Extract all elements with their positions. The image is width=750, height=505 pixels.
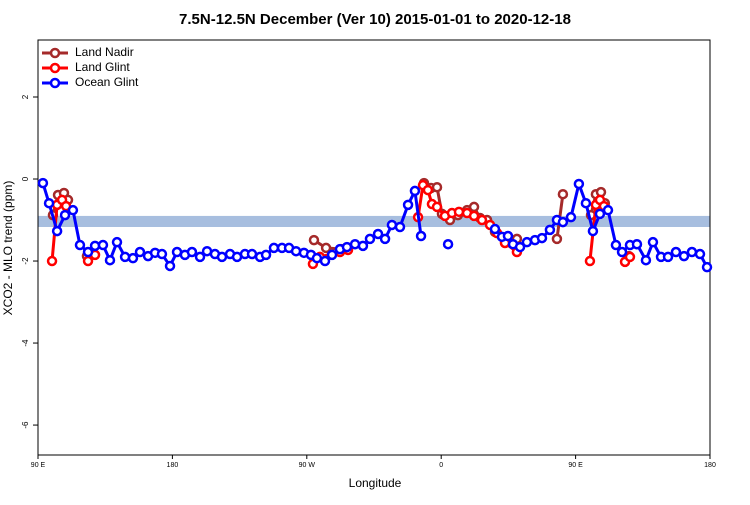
plot-frame [37,39,711,456]
data-point [431,181,443,193]
data-point [156,248,168,260]
data-point [320,242,332,254]
data-point [319,255,331,267]
data-point [422,184,434,196]
x-axis-label: Longitude [349,476,402,490]
data-point [565,211,577,223]
data-point [431,201,443,213]
y-tick-label: 2 [21,94,30,99]
data-point [573,178,585,190]
reference-band [38,215,710,227]
data-point [624,251,636,263]
data-point [43,197,55,209]
data-point [134,246,146,258]
data-point [521,236,533,248]
x-tick-label: 180 [167,462,179,469]
data-point [640,254,652,266]
data-point [610,239,622,251]
data-point [111,236,123,248]
data-point [364,233,376,245]
data-point [694,248,706,260]
data-point [584,255,596,267]
data-point [394,221,406,233]
y-axis-label: XCO2 - MLO trend (ppm) [1,181,15,316]
legend-marker [49,47,61,59]
x-tick-label: 180 [704,462,716,469]
x-tick-label: 0 [439,462,443,469]
data-point [557,188,569,200]
data-point [453,206,465,218]
data-point [647,236,659,248]
x-tick-label: 90 E [31,462,46,469]
data-point [51,225,63,237]
data-point [442,238,454,250]
data-point [557,216,569,228]
data-point [468,201,480,213]
data-point [701,261,713,273]
chart-title: 7.5N-12.5N December (Ver 10) 2015-01-01 … [179,11,571,28]
data-point [379,233,391,245]
data-point [308,234,320,246]
data-point [386,219,398,231]
data-point [686,246,698,258]
y-tick-label: 0 [21,176,30,181]
data-point [311,252,323,264]
data-point [246,248,258,260]
data-point [127,252,139,264]
data-point [46,255,58,267]
data-point [489,223,501,235]
data-point [74,239,86,251]
data-point [402,199,414,211]
data-point [104,254,116,266]
x-tick-label: 90 W [299,462,316,469]
y-tick-label: -6 [21,421,30,429]
data-point [97,239,109,251]
legend-label: Land Nadir [75,45,134,59]
legend-marker [49,62,61,74]
data-point [631,238,643,250]
data-point [551,233,563,245]
data-point [67,204,79,216]
data-point [216,251,228,263]
data-point [544,224,556,236]
legend-marker [49,77,61,89]
data-point [194,251,206,263]
data-point [662,251,674,263]
y-tick-label: -2 [21,257,30,265]
data-point [260,249,272,261]
data-point [82,246,94,258]
y-tick-label: -4 [21,339,30,347]
data-point [119,251,131,263]
data-point [580,197,592,209]
data-point [468,210,480,222]
data-point [602,204,614,216]
data-point [502,230,514,242]
data-point [341,241,353,253]
data-point [616,246,628,258]
data-point [678,250,690,262]
data-point [476,214,488,226]
data-point [415,230,427,242]
data-point [59,209,71,221]
data-point [326,249,338,261]
data-point [186,246,198,258]
legend-label: Ocean Glint [75,75,139,89]
legend-label: Land Glint [75,60,130,74]
data-point [37,177,49,189]
data-point [594,208,606,220]
data-point [164,260,176,272]
data-point [409,185,421,197]
data-point [670,246,682,258]
data-point [357,240,369,252]
data-point [372,228,384,240]
data-point [82,255,94,267]
x-tick-label: 90 E [568,462,583,469]
data-point [514,241,526,253]
data-point [536,232,548,244]
data-point [587,225,599,237]
data-point [268,242,280,254]
